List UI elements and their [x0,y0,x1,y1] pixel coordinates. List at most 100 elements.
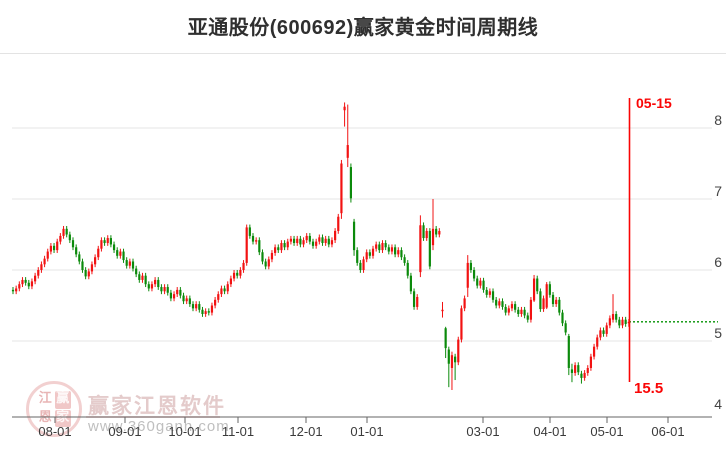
candle-body [305,235,308,241]
candle-body [574,365,577,373]
candle-body [87,271,90,277]
candle-body [106,238,109,244]
candle-body [450,355,454,368]
candle-body [431,228,435,246]
candle-body [255,240,258,242]
candle-body [147,284,150,289]
candle-body [425,230,428,239]
candle-body [270,252,274,260]
candle-body [81,261,84,270]
candle-body [334,230,337,241]
candle-body [419,225,422,273]
candle-body [482,280,485,290]
candle-body [30,281,34,287]
candle-body [138,274,141,280]
candle-body [375,244,378,249]
candle-body [201,309,204,315]
candle-body [551,294,555,305]
candle-body [583,372,586,378]
candle-body [592,346,596,357]
candle-body [529,299,533,320]
title-divider [0,53,726,54]
candle-body [589,356,593,368]
candle-body [157,279,160,288]
candle-body [258,240,261,253]
candle-body [517,309,520,315]
candle-body [504,306,507,313]
logo-char: 恩 [38,408,52,424]
candle-body [251,235,255,242]
candle-body [602,330,605,334]
candle-body [242,262,245,270]
candle-body [308,235,311,242]
y-axis-tick-label: 6 [714,254,722,270]
candle-body [510,304,514,309]
candle-body [311,241,315,246]
candle-body [526,315,529,320]
candle-body [491,291,495,300]
candle-body [59,235,62,242]
candle-body [210,305,214,313]
x-axis-tick-label: 04-01 [533,424,566,439]
candle-body [498,301,501,306]
candle-body [378,244,381,251]
candle-body [90,264,94,272]
candle-body [463,298,466,309]
candle-body [150,284,154,289]
candle-body [207,311,210,313]
candle-body [586,367,589,373]
candle-body [267,259,270,267]
candle-body [274,247,277,253]
candle-body [11,289,15,292]
candle-body [454,356,457,363]
candle-body [444,328,447,349]
x-axis-tick-label: 01-01 [350,424,383,439]
candle-body [198,304,201,310]
candle-body [558,299,561,313]
candle-body [523,309,526,316]
candle-body [131,261,135,269]
candle-body [84,270,87,277]
candle-body [349,167,353,199]
cycle-line-value-label: 15.5 [634,380,664,397]
candle-body [438,230,441,235]
candle-body [435,228,438,235]
candle-body [337,216,340,231]
x-axis-tick-label: 11-01 [222,424,254,439]
candle-body [514,304,517,310]
candle-body [27,282,30,287]
candle-body [195,304,198,309]
candle-body [245,227,248,263]
candle-body [21,279,24,285]
candle-body [248,227,251,236]
candle-body [116,250,119,256]
candle-body [457,339,460,363]
candle-body [160,287,163,292]
x-axis-tick-label: 03-01 [466,424,499,439]
candle-body [163,287,166,292]
candle-body [507,308,510,313]
candle-body [618,319,621,326]
candle-body [548,284,551,295]
candle-body [94,257,97,265]
candle-body [43,258,46,265]
candle-body [476,278,479,286]
candle-body [223,288,226,292]
candle-body [166,287,169,293]
candle-body [217,294,220,300]
watermark: 江 赢 恩 家 赢家江恩软件 www.360gann.com [24,380,284,450]
candle-body [264,261,267,267]
candle-body [384,243,387,248]
candle-body [68,234,71,241]
candle-body [381,243,384,251]
candle-body [220,288,223,295]
candle-body [229,278,233,285]
candle-body [359,262,362,270]
candle-body [78,254,81,262]
page-title: 亚通股份(600692)赢家黄金时间周期线 [187,17,539,39]
candle-body [343,106,346,111]
candle-body [239,270,242,276]
candle-body [406,262,409,276]
candle-body [447,349,450,364]
candle-body [580,373,583,378]
